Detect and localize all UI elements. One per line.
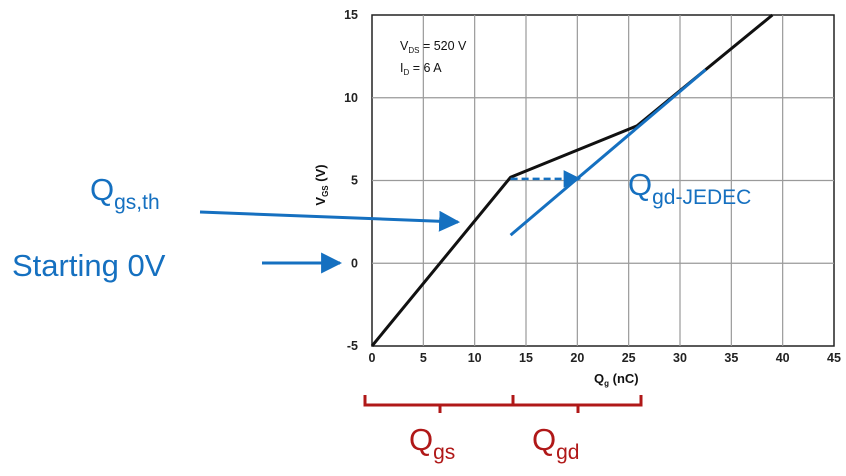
qgs-bracket <box>363 395 515 413</box>
y-tick-label: 5 <box>351 174 358 188</box>
condition-vds: VDS = 520 V <box>400 39 467 55</box>
y-tick-label: 0 <box>351 256 358 270</box>
annotation-starting: Starting 0V <box>12 248 343 283</box>
x-tick-label: 0 <box>369 351 376 365</box>
y-axis-title: VGS (V) <box>313 164 330 205</box>
condition-id: ID = 6 A <box>400 61 442 77</box>
qgs-th-arrow <box>199 210 461 232</box>
x-tick-label: 45 <box>827 351 841 365</box>
x-tick-label: 20 <box>570 351 584 365</box>
x-tick-label: 5 <box>420 351 427 365</box>
qgs-th-label: Qgs,th <box>90 172 160 214</box>
y-tick-label: -5 <box>347 339 358 353</box>
y-tick-labels: -5 0 5 10 15 <box>344 8 358 353</box>
y-tick-label: 10 <box>344 91 358 105</box>
grid <box>372 15 834 346</box>
qgd-label: Qgd <box>532 422 579 464</box>
qgd-bracket <box>511 395 643 413</box>
x-tick-label: 25 <box>622 351 636 365</box>
y-tick-label: 15 <box>344 8 358 22</box>
x-tick-label: 35 <box>724 351 738 365</box>
plot-area: 0 5 10 15 20 25 30 35 40 45 -5 0 5 10 15 <box>344 8 841 365</box>
annotation-qgs-th: Qgs,th <box>90 172 461 232</box>
jedec-tangent-line <box>509 68 707 237</box>
x-tick-label: 15 <box>519 351 533 365</box>
series <box>370 13 774 347</box>
x-tick-labels: 0 5 10 15 20 25 30 35 40 45 <box>369 351 841 365</box>
starting-label: Starting 0V <box>12 248 166 283</box>
x-axis-title: Qg (nC) <box>594 371 639 388</box>
qgs-label: Qgs <box>409 422 455 464</box>
x-tick-label: 10 <box>468 351 482 365</box>
qgd-jedec-label: Qgd-JEDEC <box>628 167 751 209</box>
x-tick-label: 30 <box>673 351 687 365</box>
conditions-box: VDS = 520 V ID = 6 A <box>400 39 467 77</box>
x-tick-label: 40 <box>776 351 790 365</box>
